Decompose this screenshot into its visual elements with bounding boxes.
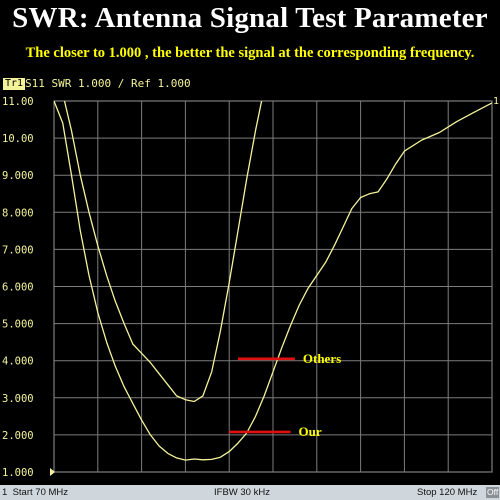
status-channel: 1 (2, 487, 8, 498)
y-tick-label-4: 5.000 (2, 319, 34, 331)
trace-header: Tr1 S11 SWR 1.000 / Ref 1.000 (0, 77, 500, 92)
y-tick-label-6: 7.000 (2, 244, 34, 256)
trace-edge-label: 1 (493, 96, 499, 107)
reference-marker (50, 468, 55, 476)
trace-label: S11 SWR 1.000 / Ref 1.000 (25, 77, 191, 90)
y-tick-label-8: 9.000 (2, 170, 34, 182)
y-tick-label-7: 8.000 (2, 207, 34, 219)
status-start-label: Start 70 MHz (12, 487, 69, 498)
trace-badge[interactable]: Tr1 (3, 78, 26, 90)
y-tick-label-9: 10.00 (2, 133, 34, 145)
y-tick-label-2: 3.000 (2, 393, 34, 405)
y-tick-label-10: 11.00 (2, 96, 34, 108)
y-tick-label-0: 1.000 (2, 467, 34, 479)
status-bar: 1 Start 70 MHz IFBW 30 kHz Stop 120 MHz … (0, 485, 500, 500)
y-tick-label-1: 2.000 (2, 430, 34, 442)
trace-others (63, 101, 263, 403)
y-tick-label-5: 6.000 (2, 282, 34, 294)
status-ifbw: IFBW 30 kHz (214, 487, 270, 498)
status-stop-frequency: Stop 120 MHz (417, 487, 478, 498)
status-start-frequency: 1 Start 70 MHz (2, 485, 68, 500)
y-tick-label-3: 4.000 (2, 356, 34, 368)
page-subtitle: The closer to 1.000 , the better the sig… (25, 45, 475, 61)
trace-our (54, 101, 492, 461)
status-off-button[interactable]: Off (486, 487, 500, 498)
annotation-label-our: Our (299, 424, 322, 439)
annotation-label-others: Others (303, 351, 341, 366)
page-title: SWR: Antenna Signal Test Parameter (12, 2, 488, 34)
